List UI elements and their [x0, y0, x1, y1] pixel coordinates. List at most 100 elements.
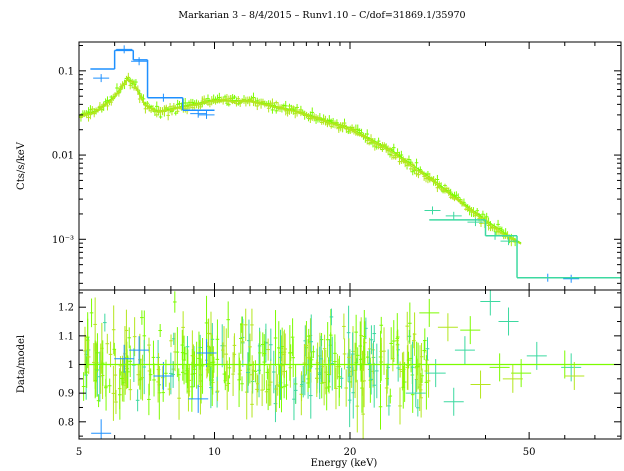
spectrum-data-point: [276, 102, 280, 112]
residual-data-point: [410, 341, 415, 394]
residual-data-point: [118, 356, 123, 376]
spectrum-data-point: [170, 105, 174, 116]
residual-data-point: [84, 350, 88, 400]
residual-data-point: [156, 361, 160, 403]
y-tick-label: 0.01: [52, 151, 74, 162]
residual-data-point: [223, 371, 228, 391]
residual-data-point: [258, 331, 262, 375]
residual-data-point: [333, 341, 337, 365]
spectrum-data-point: [90, 106, 95, 113]
residual-data-point: [183, 346, 187, 361]
spectrum-data-point: [428, 172, 432, 183]
residual-data-point: [210, 334, 214, 391]
residual-data-point: [308, 372, 313, 419]
residual-data-point: [169, 352, 173, 395]
residual-data-point: [406, 351, 411, 369]
residual-data-point: [231, 352, 235, 397]
residual-data-point: [526, 341, 547, 370]
spectrum-data-point: [225, 93, 229, 104]
residual-data-point: [480, 290, 501, 316]
residual-data-point: [111, 365, 116, 421]
residual-data-point: [111, 305, 116, 355]
residual-data-point: [224, 328, 229, 380]
residual-data-point: [325, 322, 330, 358]
residual-data-point: [113, 349, 118, 401]
residual-data-point: [127, 327, 132, 349]
spectrum-data-point: [414, 158, 419, 167]
residual-data-point: [384, 369, 389, 407]
residual-data-point: [243, 308, 248, 341]
residual-data-point: [424, 355, 429, 410]
residual-data-point: [152, 363, 156, 397]
residual-data-point: [388, 388, 393, 404]
spectrum-data-point: [293, 109, 297, 119]
spectrum-data-point: [198, 104, 203, 110]
residual-data-point: [282, 375, 286, 399]
spectrum-data-point: [416, 171, 421, 179]
spectrum-data-point: [166, 110, 170, 121]
spectrum-data-point: [154, 101, 159, 112]
residual-data-point: [177, 376, 181, 420]
spectrum-data-point: [354, 126, 358, 136]
residual-data-point: [379, 337, 384, 366]
residual-data-point: [511, 359, 532, 388]
residual-data-point: [342, 313, 346, 340]
spectrum-data-point: [274, 107, 279, 114]
chart-title: Markarian 3 – 8/4/2015 – Runv1.10 – C/do…: [178, 10, 465, 21]
residual-data-point: [89, 298, 94, 328]
residual-data-point: [248, 347, 252, 384]
spectrum-data-point: [500, 237, 517, 246]
residual-data-point: [132, 317, 137, 357]
residual-data-point: [350, 332, 355, 376]
spectrum-data-point: [190, 109, 207, 118]
spectrum-data-point: [346, 129, 351, 135]
residuals-panel: 5 10 20 50 0.8 0.9 1 1.1 1.2 Data/model: [16, 289, 622, 458]
spectrum-data-point: [257, 98, 261, 106]
residual-data-point: [416, 342, 420, 390]
residual-data-point: [302, 344, 307, 383]
residual-data-point: [181, 311, 185, 344]
residual-data-point: [188, 384, 209, 413]
spectrum-data-point: [128, 81, 133, 90]
spectrum-frame: [78, 41, 622, 291]
residual-data-point: [266, 338, 270, 361]
residual-data-point: [309, 351, 314, 368]
spectrum-data-point: [283, 106, 288, 116]
spectrum-data-point: [563, 274, 580, 283]
residual-data-point: [426, 364, 431, 398]
residual-data-point: [250, 391, 254, 418]
residual-data-point: [176, 368, 181, 382]
residual-data-point: [284, 370, 289, 400]
residual-data-point: [561, 353, 582, 382]
residual-data-point: [337, 367, 341, 407]
spectrum-data-point: [280, 105, 284, 109]
residual-data-point: [498, 307, 519, 336]
residual-data-point: [291, 338, 296, 378]
residual-data-point: [114, 344, 135, 373]
spectrum-data-point: [158, 115, 163, 119]
y-tick-label: 1: [68, 360, 74, 371]
residual-data-point: [114, 390, 118, 415]
residual-data-point: [199, 358, 203, 404]
residual-data-point: [91, 419, 112, 439]
residual-data-point: [237, 352, 241, 408]
spectrum-data-point: [410, 168, 415, 176]
residual-data-point: [422, 341, 427, 361]
residual-data-point: [274, 366, 279, 413]
residual-data-point: [367, 349, 372, 378]
residual-data-point: [423, 328, 427, 353]
residual-data-point: [103, 313, 107, 332]
residuals-axes: 5 10 20 50 0.8 0.9 1 1.1 1.2: [58, 290, 622, 458]
residual-data-point: [306, 328, 311, 344]
spectrum-data-point: [487, 231, 504, 240]
residual-data-point: [330, 336, 335, 391]
residual-data-point: [92, 343, 96, 382]
residual-data-point: [269, 328, 273, 361]
residual-data-point: [232, 336, 237, 373]
residual-data-point: [246, 352, 250, 393]
residual-data-point: [209, 367, 213, 409]
residual-data-point: [120, 371, 124, 386]
spectrum-data-point: [131, 57, 148, 66]
spectrum-data-point: [299, 107, 303, 117]
